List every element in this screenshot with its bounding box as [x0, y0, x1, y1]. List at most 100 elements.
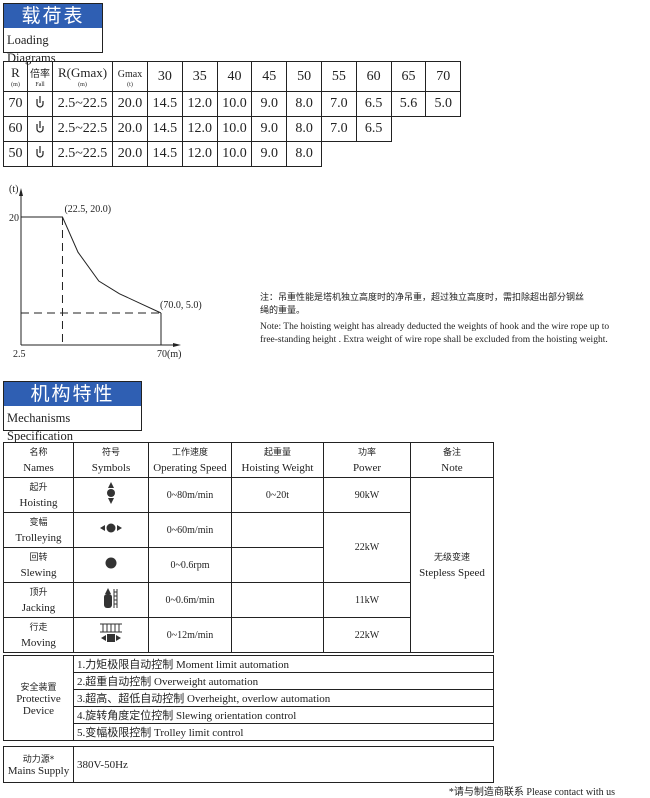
row-r: 60 — [3, 116, 28, 142]
mains-en: Mains Supply — [7, 765, 70, 777]
header-gmax: Gmax (t) — [112, 61, 148, 92]
mech-row: 变幅 Trolleying 0~60m/min 22kW — [3, 512, 494, 583]
mech-section-title: 机构特性 Mechanisms Specification — [3, 381, 142, 443]
mech-name: 变幅 Trolleying — [3, 512, 74, 548]
load-value: 6.5 — [355, 91, 392, 117]
load-curve-chart: (t) 20 2.5 70(m) (22.5, 20.0) (70.0, 5.0) — [9, 184, 202, 360]
h-en: Names — [23, 461, 54, 474]
loading-row: 50 2.5~22.5 20.0 14.5 12.0 10.0 9.0 8.0 — [3, 141, 461, 167]
hoisting-icon — [73, 477, 149, 513]
row-gmax: 20.0 — [112, 91, 148, 117]
radius-header: 70 — [425, 61, 462, 92]
load-value: 12.0 — [181, 91, 218, 117]
x-axis-arrow — [173, 343, 181, 347]
load-value: 12.0 — [181, 141, 218, 167]
mech-weight — [231, 582, 324, 618]
empty-cell — [426, 142, 461, 167]
gmax-unit: (t) — [127, 81, 133, 88]
header-names: 名称 Names — [3, 442, 74, 478]
h-cn: 符号 — [101, 447, 120, 458]
mains-label: 动力源* Mains Supply — [3, 746, 74, 783]
h-cn: 起重量 — [263, 447, 291, 458]
load-value: 6.5 — [355, 116, 392, 142]
radius-header: 60 — [355, 61, 392, 92]
load-value: 9.0 — [251, 141, 288, 167]
row-rgmax: 2.5~22.5 — [52, 141, 113, 167]
mains-supply-table: 动力源* Mains Supply 380V-50Hz — [3, 746, 494, 783]
mech-row: 顶升 Jacking 0~0.6m/min 11kW — [3, 582, 494, 618]
hook-icon — [27, 91, 53, 117]
header-symbols: 符号 Symbols — [73, 442, 149, 478]
header-power: 功率 Power — [323, 442, 411, 478]
mech-title-cn: 机构特性 — [4, 382, 141, 406]
mech-row: 回转 Slewing 0~0.6rpm — [3, 547, 494, 583]
empty-cell — [356, 142, 391, 167]
mech-note: 无级变速 Stepless Speed — [410, 477, 494, 653]
load-value: 14.5 — [147, 141, 183, 167]
loading-title-cn: 载荷表 — [4, 4, 102, 28]
x-tick-label: 2.5 — [13, 349, 26, 360]
radius-header: 50 — [286, 61, 322, 92]
y-axis-label: (t) — [9, 184, 18, 195]
row-r: 70 — [3, 91, 28, 117]
empty-cell — [391, 117, 426, 142]
mech-name: 起升 Hoisting — [3, 477, 74, 513]
mech-power: 90kW — [323, 477, 411, 513]
mech-speed: 0~0.6rpm — [148, 547, 232, 583]
load-value: 14.5 — [147, 116, 183, 142]
protective-item: 4.旋转角度定位控制 Slewing orientation control — [73, 706, 494, 724]
footnote: *请与制造商联系 Please contact with us — [448, 787, 615, 798]
header-weight: 起重量 Hoisting Weight — [231, 442, 324, 478]
load-value: 9.0 — [251, 91, 288, 117]
mech-speed: 0~0.6m/min — [148, 582, 232, 618]
name-cn: 顶升 — [29, 587, 48, 598]
r-unit: (m) — [11, 81, 20, 88]
load-value: 10.0 — [216, 141, 253, 167]
row-gmax: 20.0 — [112, 116, 148, 142]
mechanisms-table: 名称 Names 符号 Symbols 工作速度 Operating Speed 起重… — [3, 442, 494, 653]
mech-power: 22kW — [323, 512, 411, 583]
load-value: 8.0 — [286, 141, 322, 167]
header-note: 备注 Note — [410, 442, 494, 478]
header-r: R (m) — [3, 61, 28, 92]
jacking-icon — [73, 582, 149, 618]
loading-row: 70 2.5~22.5 20.0 14.5 12.0 10.0 9.0 8.0 7.0 6.5 5.… — [3, 91, 462, 117]
header-rgmax: R(Gmax) (m) — [52, 61, 113, 92]
h-cn: 工作速度 — [171, 447, 208, 458]
protective-item: 5.变幅极限控制 Trolley limit control — [73, 723, 494, 741]
fall-en: Fall — [35, 81, 45, 88]
load-value: 9.0 — [251, 116, 288, 142]
load-value: 12.0 — [181, 116, 218, 142]
y-tick-label: 20 — [9, 213, 19, 224]
header-speed: 工作速度 Operating Speed — [148, 442, 232, 478]
annotation: (22.5, 20.0) — [64, 204, 111, 215]
radius-header: 55 — [320, 61, 357, 92]
loading-header-row: R (m) 倍率 Fall R(Gmax) (m) Gmax (t) 30 35 40 … — [3, 61, 462, 92]
empty-cell — [391, 142, 426, 167]
mech-name: 回转 Slewing — [3, 547, 74, 583]
annotation: (70.0, 5.0) — [160, 300, 202, 311]
mech-name: 顶升 Jacking — [3, 582, 74, 618]
mech-name: 行走 Moving — [3, 617, 74, 653]
note-en: Stepless Speed — [419, 566, 485, 579]
hook-icon — [27, 116, 53, 142]
load-curve — [21, 216, 162, 314]
load-value: 10.0 — [216, 116, 253, 142]
h-en: Note — [441, 461, 463, 474]
name-en: Trolleying — [15, 531, 62, 544]
rgmax-unit: (m) — [78, 81, 87, 88]
y-axis-arrow — [19, 188, 23, 196]
mech-header-row: 名称 Names 符号 Symbols 工作速度 Operating Speed 起重… — [3, 442, 494, 478]
load-value: 8.0 — [286, 91, 322, 117]
empty-cell — [321, 142, 356, 167]
trolleying-icon — [73, 512, 149, 548]
name-cn: 回转 — [29, 552, 48, 563]
label-cn: 安全装置 — [20, 682, 57, 693]
name-cn: 行走 — [29, 622, 48, 633]
protective-item: 3.超高、超低自动控制 Overheight, overlow automati… — [73, 689, 494, 707]
radius-header: 40 — [216, 61, 253, 92]
r-label: R — [11, 64, 20, 80]
note-cn: 无级变速 — [433, 552, 470, 563]
h-cn: 功率 — [357, 447, 376, 458]
mech-row: 起升 Hoisting 0~80m/min 0~20t 90kW 无级变速 Stepless… — [3, 477, 494, 653]
